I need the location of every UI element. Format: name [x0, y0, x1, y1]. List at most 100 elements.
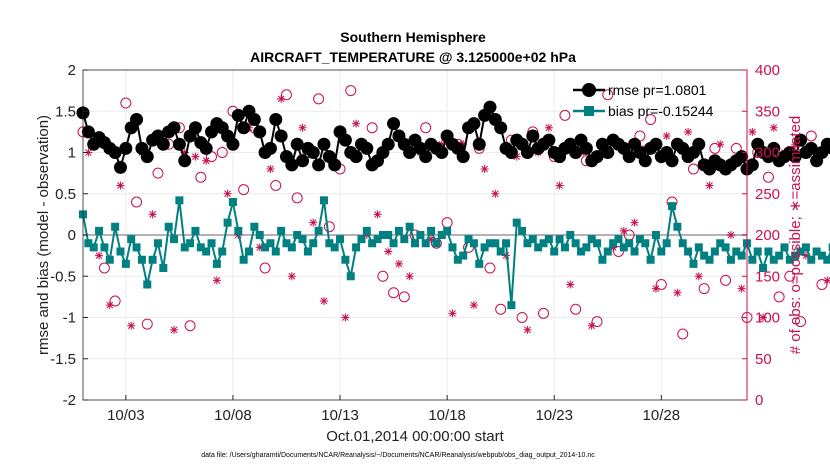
bias-point: [507, 301, 515, 309]
y-tick-label: 2: [68, 62, 76, 79]
obs-assimilated-point: [727, 231, 735, 239]
bias-point: [550, 248, 558, 256]
bias-point: [213, 260, 221, 268]
rmse-point: [317, 138, 330, 151]
obs-assimilated-point: [395, 260, 403, 268]
obs-assimilated-point: [106, 301, 114, 309]
bias-point: [427, 227, 435, 235]
bias-point: [625, 239, 633, 247]
bias-point: [299, 235, 307, 243]
y2-tick-label: 250: [755, 186, 780, 203]
obs-assimilated-point: [341, 314, 349, 322]
obs-assimilated-point: [202, 157, 210, 165]
bias-point: [111, 223, 119, 231]
obs-assimilated-point: [631, 219, 639, 227]
obs-assimilated-point: [523, 326, 531, 334]
obs-assimilated-point: [116, 182, 124, 190]
rmse-point: [269, 113, 282, 126]
obs-assimilated-point: [374, 210, 382, 218]
bias-point: [149, 256, 157, 264]
bias-point: [229, 198, 237, 206]
obs-possible-point: [763, 172, 773, 182]
bias-point: [566, 231, 574, 239]
y-tick-label: -1.5: [50, 351, 76, 368]
bias-point: [315, 227, 323, 235]
obs-assimilated-point: [95, 252, 103, 260]
obs-assimilated-point: [191, 153, 199, 161]
obs-assimilated-point: [213, 276, 221, 284]
bias-point: [561, 243, 569, 251]
bias-point: [582, 243, 590, 251]
obs-assimilated-point: [149, 210, 157, 218]
bias-point: [288, 243, 296, 251]
bias-point: [347, 272, 355, 280]
obs-assimilated-point: [663, 132, 671, 140]
bias-point: [224, 219, 232, 227]
bias-point: [491, 239, 499, 247]
obs-assimilated-point: [320, 297, 328, 305]
bias-point: [443, 227, 451, 235]
bias-point: [411, 239, 419, 247]
rmse-point: [473, 138, 486, 151]
obs-assimilated-point: [481, 165, 489, 173]
bias-point: [143, 281, 151, 289]
obs-assimilated-point: [288, 272, 296, 280]
bias-point: [684, 248, 692, 256]
bias-point: [572, 239, 580, 247]
bias-point: [406, 223, 414, 231]
bias-point: [679, 239, 687, 247]
y-tick-label: 1: [68, 145, 76, 162]
bias-point: [823, 256, 830, 264]
bias-point: [256, 231, 264, 239]
obs-assimilated-point: [470, 301, 478, 309]
rmse-point: [350, 150, 363, 163]
bias-point: [127, 235, 135, 243]
bias-point: [208, 239, 216, 247]
rmse-point: [173, 138, 186, 151]
obs-possible-point: [774, 292, 784, 302]
obs-assimilated-point: [748, 128, 756, 136]
y-tick-label: 0: [68, 227, 76, 244]
bias-point: [106, 256, 114, 264]
obs-assimilated-point: [384, 248, 392, 256]
bias-point: [175, 196, 183, 204]
legend-rmse-label: rmse pr=1.0801: [608, 82, 707, 98]
bias-point: [304, 248, 312, 256]
bias-point: [706, 256, 714, 264]
bias-point: [807, 256, 815, 264]
bias-point: [122, 260, 130, 268]
bias-point: [738, 252, 746, 260]
bias-point: [722, 243, 730, 251]
rmse-point: [505, 146, 518, 159]
obs-possible-point: [817, 280, 827, 290]
bias-point: [598, 256, 606, 264]
legend-rmse-marker: [582, 83, 596, 97]
y2-tick-label: 300: [755, 145, 780, 162]
bias-point: [133, 243, 141, 251]
rmse-point: [248, 113, 261, 126]
rmse-point: [157, 138, 170, 151]
obs-assimilated-point: [309, 219, 317, 227]
bias-point: [497, 248, 505, 256]
bias-point: [202, 248, 210, 256]
y-axis-label: rmse and bias (model - observation): [35, 115, 52, 355]
x-tick-label: 10/23: [535, 407, 573, 424]
bias-point: [95, 227, 103, 235]
rmse-point: [312, 158, 325, 171]
chart-title: Southern Hemisphere: [340, 29, 486, 45]
bias-point: [159, 264, 167, 272]
bias-point: [529, 235, 537, 243]
bias-point: [240, 256, 248, 264]
obs-assimilated-point: [673, 289, 681, 297]
obs-assimilated-point: [620, 227, 628, 235]
obs-assimilated-point: [352, 120, 360, 128]
y2-tick-label: 150: [755, 268, 780, 285]
bias-point: [341, 256, 349, 264]
rmse-point: [580, 142, 593, 155]
rmse-point: [457, 150, 470, 163]
rmse-point: [387, 117, 400, 130]
bias-point: [266, 239, 274, 247]
x-tick-label: 10/03: [107, 407, 145, 424]
y2-tick-label: 0: [755, 392, 763, 409]
